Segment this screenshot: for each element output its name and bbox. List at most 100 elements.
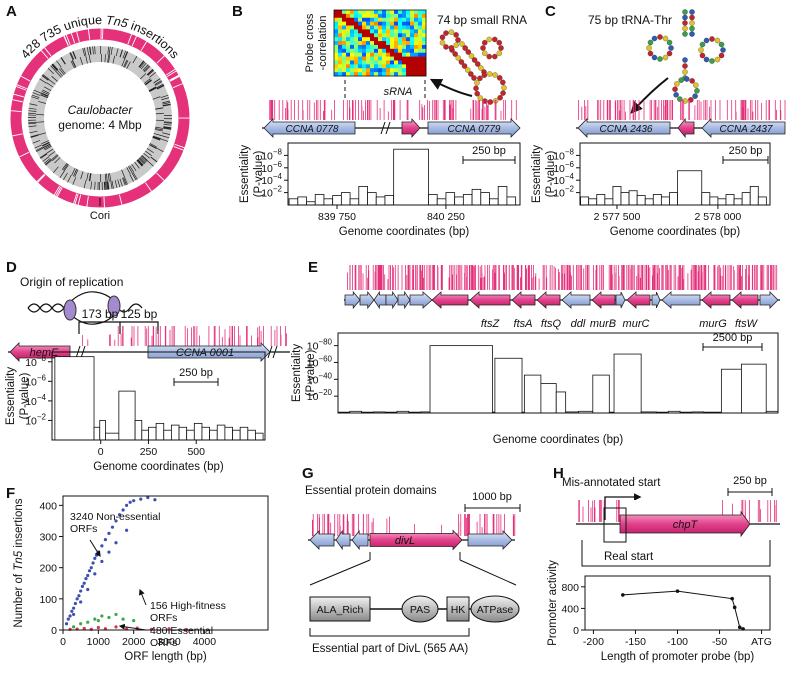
gene-label: ftsQ — [541, 318, 562, 330]
heatmap-cell — [362, 41, 367, 46]
heatmap-cell — [418, 41, 423, 46]
bar — [749, 185, 759, 206]
bar — [489, 198, 499, 206]
heatmap-cell — [354, 68, 359, 73]
heatmap-cell — [358, 37, 363, 42]
heatmap-cell — [358, 44, 363, 50]
heatmap-cell — [402, 56, 407, 61]
plot-frame — [62, 495, 269, 631]
bar — [314, 194, 325, 206]
heatmap-cell — [406, 60, 411, 65]
rna-base — [448, 45, 455, 51]
heatmap-cell — [370, 56, 375, 61]
rna-base — [651, 35, 658, 42]
bar — [497, 185, 508, 206]
heatmap-cell — [342, 25, 347, 30]
annotation: 3240 Non-essential — [70, 511, 160, 523]
x-axis-label: Length of promoter probe (bp) — [601, 651, 755, 663]
heatmap-cell — [410, 37, 415, 42]
point — [93, 556, 97, 560]
heatmap-cell — [342, 37, 347, 42]
rna-base — [481, 72, 488, 78]
heatmap-cell — [402, 44, 407, 50]
heatmap-cell — [402, 10, 407, 15]
point — [91, 561, 95, 565]
heatmap-cell — [350, 41, 355, 46]
heatmap-cell — [390, 41, 395, 46]
bar — [340, 192, 351, 206]
heatmap-cell — [382, 68, 387, 73]
heatmap-cell — [386, 21, 391, 26]
x-tick-label: 2 578 000 — [695, 211, 742, 223]
heatmap-cell — [354, 10, 359, 15]
point — [73, 601, 77, 606]
y-tick-label: 200 — [39, 563, 57, 575]
gene-label: CCNA 0779 — [448, 124, 501, 135]
point — [114, 541, 118, 545]
heatmap-cell — [414, 72, 419, 77]
bar — [613, 353, 642, 414]
bar — [224, 426, 233, 441]
heatmap-cell — [350, 13, 355, 19]
heatmap-cell — [374, 60, 379, 65]
tick-exponent: −6 — [273, 160, 283, 169]
heatmap-cell — [378, 37, 383, 42]
heatmap-cell — [382, 21, 387, 26]
x-tick-label: -200 — [583, 636, 604, 648]
heatmap-cell — [378, 17, 383, 22]
bar — [332, 195, 342, 206]
heatmap-cell — [414, 56, 419, 61]
marker — [675, 589, 680, 593]
heatmap-cell — [410, 72, 415, 77]
point — [146, 495, 150, 500]
heatmap-cell — [350, 68, 355, 73]
heatmap-cell — [358, 13, 363, 19]
annotation-arrow — [138, 588, 147, 606]
bar — [480, 192, 490, 206]
rna-base — [682, 20, 688, 26]
heatmap-cell — [342, 10, 347, 15]
heatmap-cell — [398, 64, 403, 69]
heatmap-cell — [402, 68, 407, 73]
heatmap-cell — [394, 72, 399, 77]
heatmap-cell — [406, 29, 411, 34]
heatmap-cell — [366, 37, 371, 42]
x-tick-label: 1000 — [87, 636, 111, 648]
heatmap-cell — [346, 25, 351, 30]
rna-base — [689, 31, 695, 37]
point — [94, 553, 99, 557]
heatmap-cell — [366, 33, 371, 38]
x-tick-label: -100 — [667, 636, 688, 648]
heatmap-cell — [354, 60, 359, 65]
annotation: ORFs — [150, 637, 177, 649]
y-axis-label-part: Tn5 — [13, 550, 25, 570]
heatmap-cell — [402, 21, 407, 26]
bar — [628, 190, 638, 206]
bar — [592, 374, 610, 414]
gene-label: chpT — [673, 519, 699, 531]
heatmap-cell — [390, 56, 395, 61]
heatmap-cell — [350, 56, 355, 61]
x-tick-label: 2000 — [122, 636, 146, 648]
point — [89, 566, 93, 570]
heatmap-cell — [338, 10, 343, 15]
tick-exponent: −2 — [565, 185, 575, 194]
tick-exponent: −6 — [37, 373, 47, 382]
heatmap-cell — [362, 52, 367, 57]
scale-bar — [173, 378, 219, 386]
rna-base — [703, 56, 710, 63]
heatmap-cell — [382, 48, 387, 54]
heatmap-cell — [346, 10, 351, 15]
heatmap-cell — [334, 52, 339, 57]
y-tick-label: 0 — [51, 625, 57, 637]
rna-base — [674, 81, 680, 87]
heatmap-cell — [402, 29, 407, 34]
bar — [93, 426, 101, 441]
heatmap-cell — [342, 13, 347, 19]
heatmap-cell — [370, 29, 375, 34]
heatmap-cell — [366, 29, 371, 34]
point — [86, 573, 90, 578]
domain — [470, 595, 520, 623]
heatmap-cell — [366, 52, 371, 57]
y-tick-label: 10−4 — [261, 172, 282, 187]
